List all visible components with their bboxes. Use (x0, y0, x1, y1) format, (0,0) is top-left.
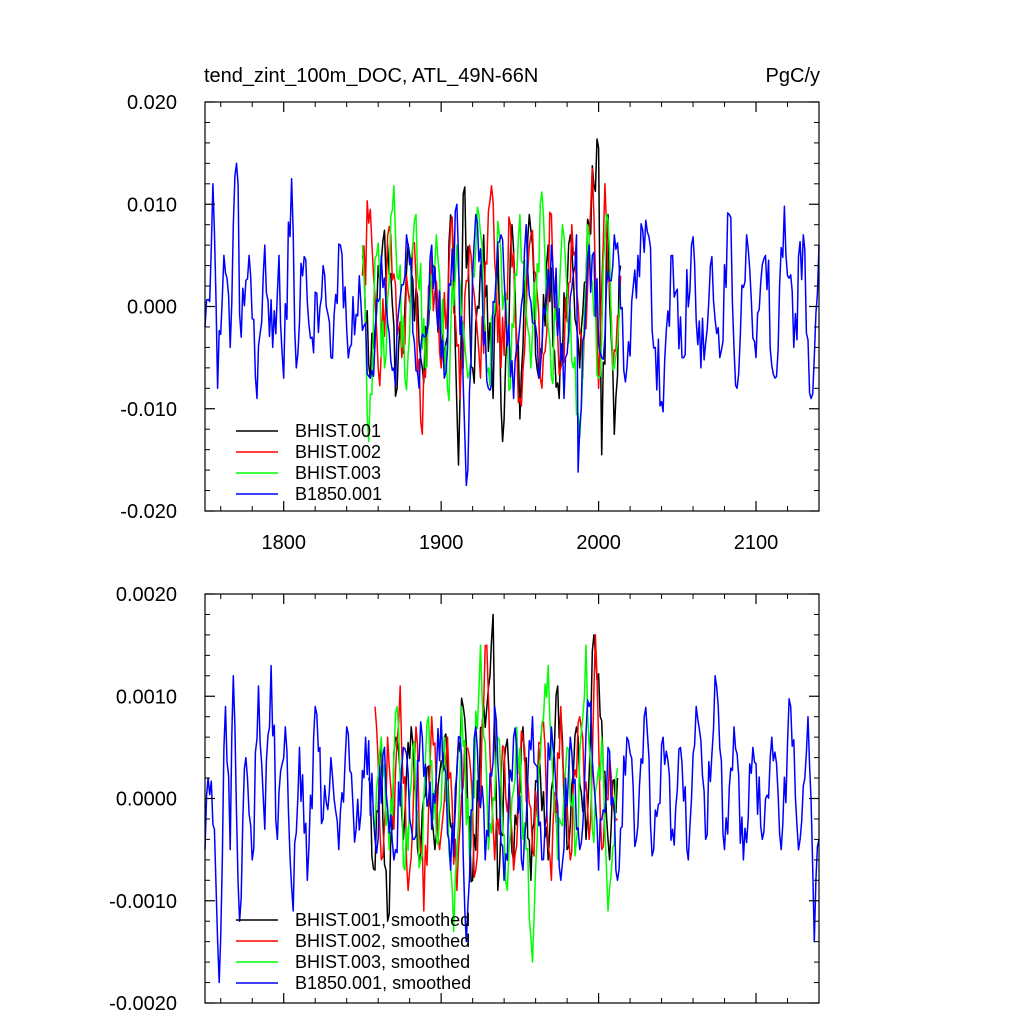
y-tick-label: 0.020 (127, 92, 177, 114)
series-line-bhist-001-smoothed (367, 613, 619, 922)
y-tick-label: -0.0010 (109, 891, 177, 913)
legend-label: BHIST.002, smoothed (295, 931, 470, 951)
x-tick-label: 2100 (734, 532, 779, 554)
y-tick-label: 0.0020 (116, 584, 177, 606)
legend-label: BHIST.001 (295, 421, 381, 441)
y-tick-label: 0.000 (127, 297, 177, 319)
legend-label: BHIST.001, smoothed (295, 910, 470, 930)
top-panel: tend_zint_100m_DOC, ATL_49N-66N PgC/y -0… (120, 65, 820, 554)
series-line-bhist-002-smoothed (374, 634, 618, 912)
panel-title: tend_zint_100m_DOC, ATL_49N-66N (204, 65, 538, 87)
y-tick-label: 0.0000 (116, 789, 177, 811)
y-tick-label: 0.010 (127, 194, 177, 216)
units-label: PgC/y (766, 65, 820, 87)
y-tick-label: -0.010 (120, 399, 177, 421)
legend-label: B1850.001, smoothed (295, 973, 471, 993)
y-tick-label: 0.0010 (116, 686, 177, 708)
series-line-bhist-003-smoothed (374, 644, 619, 963)
plot-frame (204, 101, 820, 512)
ticks-layer: -0.0020 -0.0010 0.0000 0.0010 0.0020 (109, 584, 820, 1015)
y-tick-label: -0.0020 (109, 993, 177, 1015)
legend-label: B1850.001 (295, 484, 382, 504)
x-tick-label: 1900 (419, 532, 464, 554)
series-line-b1850-001 (204, 162, 820, 487)
ticks-layer: -0.020 -0.010 0.000 0.010 0.020 1800 1900 2000 2… (120, 92, 820, 554)
legend-label: BHIST.003, smoothed (295, 952, 470, 972)
bottom-panel: -0.0020 -0.0010 0.0000 0.0010 0.0020 BHIST.0… (109, 584, 820, 1015)
plot-frame (204, 593, 820, 1004)
series-layer (204, 613, 820, 984)
x-tick-label: 2000 (576, 532, 621, 554)
x-tick-label: 1800 (261, 532, 306, 554)
y-tick-label: -0.020 (120, 501, 177, 523)
legend-label: BHIST.002 (295, 442, 381, 462)
series-line-b1850-001-smoothed (204, 664, 820, 984)
series-layer (204, 138, 820, 487)
legend-label: BHIST.003 (295, 463, 381, 483)
